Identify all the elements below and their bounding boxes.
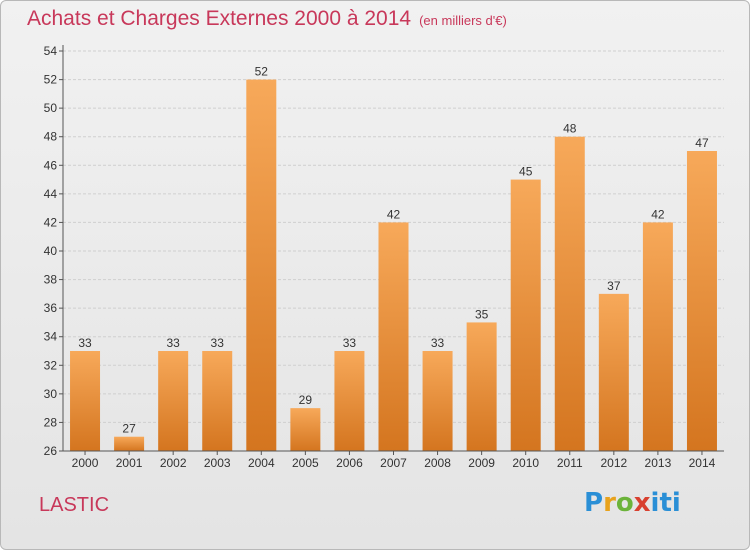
- bars: 33 27 33 33 52 29 33 42 33 35 45 48 37 42 47: [70, 65, 717, 452]
- bar: [290, 408, 321, 451]
- bar: [686, 151, 717, 451]
- chart-title: Achats et Charges Externes 2000 à 2014 (e…: [27, 7, 507, 31]
- bar: [598, 293, 629, 451]
- bar-value-label: 27: [122, 422, 136, 436]
- bar: [334, 351, 365, 451]
- y-tick-label: 32: [44, 358, 58, 372]
- bar-value-label: 52: [255, 65, 269, 79]
- bar-value-label: 42: [387, 207, 401, 221]
- bar-value-label: 33: [431, 336, 445, 350]
- x-tick-label: 2011: [557, 456, 583, 470]
- x-tick-label: 2006: [336, 456, 363, 470]
- x-tick-label: 2008: [424, 456, 451, 470]
- y-tick-label: 42: [44, 215, 58, 229]
- chart-subtitle: (en milliers d'€): [419, 13, 507, 28]
- logo-letter-3: o: [615, 488, 634, 518]
- bar-value-label: 42: [651, 207, 665, 221]
- y-tick-label: 54: [44, 44, 58, 58]
- x-tick-label: 2007: [380, 456, 407, 470]
- y-tick-label: 40: [44, 244, 58, 258]
- bar-value-label: 29: [299, 393, 313, 407]
- logo-letter-1: P: [584, 488, 604, 518]
- bar-value-label: 33: [211, 336, 225, 350]
- x-tick-label: 2002: [160, 456, 187, 470]
- x-tick-label: 2004: [248, 456, 275, 470]
- bar: [202, 351, 233, 451]
- x-tick-label: 2003: [204, 456, 231, 470]
- bar-value-label: 37: [607, 279, 621, 293]
- x-tick-label: 2005: [292, 456, 319, 470]
- bar-value-label: 33: [78, 336, 92, 350]
- bar: [642, 222, 673, 451]
- x-tick-label: 2013: [645, 456, 672, 470]
- x-tick-label: 2009: [468, 456, 495, 470]
- x-tick-label: 2012: [600, 456, 627, 470]
- y-tick-label: 46: [44, 158, 58, 172]
- bar: [466, 322, 497, 451]
- bar: [378, 222, 409, 451]
- y-axis: 26 28 30 32 34 36 38 40 42 44 46 48 50 52 54: [44, 44, 64, 458]
- y-tick-label: 26: [44, 444, 58, 458]
- bar-value-label: 33: [166, 336, 180, 350]
- x-tick-label: 2010: [512, 456, 539, 470]
- bar-value-label: 48: [563, 122, 577, 136]
- bar: [554, 136, 585, 451]
- x-tick-label: 2000: [72, 456, 99, 470]
- bar: [158, 351, 189, 451]
- y-tick-label: 36: [44, 301, 58, 315]
- bar-value-label: 47: [695, 136, 709, 150]
- commune-name: LASTIC: [39, 494, 110, 516]
- y-tick-label: 34: [44, 330, 58, 344]
- x-tick-label: 2001: [116, 456, 143, 470]
- x-axis: 2000 2001 2002 2003 2004 2005 2006 2007 2008 2009…: [63, 450, 724, 470]
- y-tick-label: 44: [44, 187, 58, 201]
- logo-letter-2: r: [603, 488, 616, 518]
- y-tick-label: 50: [44, 101, 58, 115]
- bar: [114, 436, 145, 451]
- proxiti-logo: Proxiti: [584, 488, 681, 518]
- logo-letter-4: x: [633, 488, 651, 518]
- bar: [422, 351, 453, 451]
- y-tick-label: 30: [44, 387, 58, 401]
- chart-title-text: Achats et Charges Externes 2000 à 2014: [27, 7, 412, 30]
- bar: [246, 79, 277, 452]
- y-tick-label: 52: [44, 73, 58, 87]
- y-tick-label: 38: [44, 273, 58, 287]
- bar: [70, 351, 101, 451]
- x-tick-label: 2014: [689, 456, 716, 470]
- bar-value-label: 35: [475, 307, 489, 321]
- logo-letter-5: iti: [650, 488, 681, 518]
- bar: [510, 179, 541, 452]
- y-tick-label: 28: [44, 415, 58, 429]
- bar-value-label: 45: [519, 165, 533, 179]
- y-tick-label: 48: [44, 130, 58, 144]
- bar-value-label: 33: [343, 336, 357, 350]
